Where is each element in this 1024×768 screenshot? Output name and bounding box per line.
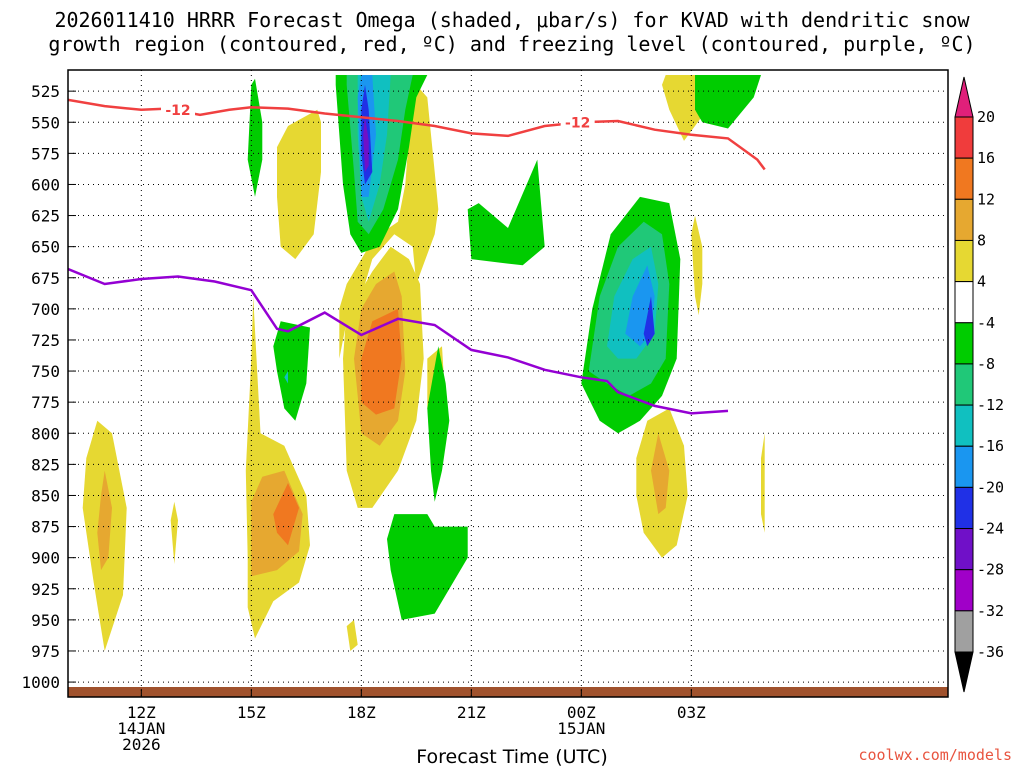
y-tick-label: 850: [31, 486, 60, 505]
contour-lines: -12 -12: [68, 98, 766, 415]
chart-title-line1: 2026011410 HRRR Forecast Omega (shaded, …: [54, 8, 970, 32]
x-tick-label: 18Z: [347, 703, 376, 722]
omega-region-35: [761, 433, 765, 533]
x-tick-label: 15Z: [237, 703, 266, 722]
y-tick-label: 975: [31, 642, 60, 661]
x-tick-label: 15JAN: [557, 719, 605, 738]
y-tick-label: 725: [31, 331, 60, 350]
chart-title-line2: growth region (contoured, red, ºC) and f…: [48, 32, 976, 56]
dgz-label-bg: [560, 113, 595, 131]
colorbar-label: 20: [977, 108, 995, 126]
y-tick-label: 950: [31, 611, 60, 630]
y-tick-label: 750: [31, 362, 60, 381]
dgz-label: -12: [565, 115, 590, 131]
x-axis-label: Forecast Time (UTC): [416, 746, 608, 768]
freezing-level-line: [68, 267, 729, 415]
colorbar-segment: [954, 116, 974, 159]
colorbar-label: 4: [977, 273, 986, 291]
colorbar-label: 8: [977, 231, 986, 249]
colorbar-segment: [954, 239, 974, 283]
colorbar-segment: [954, 198, 974, 241]
colorbar-segment: [954, 363, 974, 406]
colorbar-segment: [954, 569, 974, 612]
y-tick-label: 525: [31, 82, 60, 101]
y-tick-label: 550: [31, 113, 60, 132]
x-tick-label: 2026: [122, 735, 161, 754]
y-tick-label: 825: [31, 455, 60, 474]
y-tick-label: 900: [31, 549, 60, 568]
omega-region-26: [695, 75, 761, 129]
colorbar-label: -12: [977, 396, 1004, 414]
colorbar-label: -8: [977, 355, 995, 373]
colorbar-segment: [954, 322, 974, 365]
y-tick-label: 600: [31, 175, 60, 194]
y-tick-label: 625: [31, 207, 60, 226]
omega-region-12: [361, 308, 402, 415]
y-tick-label: 675: [31, 269, 60, 288]
colorbar-label: -28: [977, 561, 1004, 579]
colorbar-segment: [954, 528, 974, 571]
colorbar-label: -4: [977, 314, 995, 332]
gridlines: [68, 70, 948, 697]
y-axis: 525 550 575 600 625 650 675 700 725 750 775 800 825 8…: [21, 82, 76, 692]
credit-text: coolwx.com/models: [858, 746, 1012, 764]
omega-region-5: [273, 483, 299, 546]
colorbar-segment: [954, 404, 974, 447]
dgz-label: -12: [165, 103, 190, 119]
colorbar-label: 12: [977, 190, 995, 208]
colorbar-bottom-triangle: [954, 651, 974, 693]
colorbar-segment: [954, 486, 974, 530]
colorbar-label: 16: [977, 149, 995, 167]
omega-region-18: [363, 116, 369, 172]
x-tick-label: 14JAN: [117, 719, 165, 738]
y-tick-label: 775: [31, 393, 60, 412]
y-tick-label: 700: [31, 300, 60, 319]
colorbar-label: -20: [977, 478, 1004, 496]
colorbar-segment: [954, 610, 974, 653]
colorbar-label: -36: [977, 643, 1004, 661]
dgz-label-bg: [161, 100, 195, 118]
x-tick-label: 00Z: [567, 703, 596, 722]
y-tick-label: 925: [31, 580, 60, 599]
colorbar-label: -16: [977, 437, 1004, 455]
y-tick-label: 650: [31, 238, 60, 257]
omega-region-27: [691, 215, 703, 316]
omega-region-20: [284, 371, 288, 384]
ground-strip: [68, 687, 948, 697]
plot-frame: [67, 69, 949, 698]
omega-region-2: [170, 501, 178, 564]
omega-shading: [82, 75, 765, 651]
omega-region-23: [467, 159, 545, 266]
y-tick-label: 800: [31, 424, 60, 443]
colorbar-label: -32: [977, 602, 1004, 620]
colorbar-segment: [954, 281, 974, 324]
y-tick-label: 575: [31, 144, 60, 163]
omega-region-32: [643, 296, 655, 347]
x-tick-label: 03Z: [677, 703, 706, 722]
omega-region-6: [346, 619, 358, 651]
omega-region-19: [273, 321, 310, 421]
omega-region-7: [247, 78, 263, 197]
colorbar-label: -24: [977, 520, 1004, 538]
y-tick-label: 1000: [21, 673, 60, 692]
x-tick-label: 12Z: [127, 703, 156, 722]
omega-region-34: [651, 433, 670, 515]
colorbar-segment: [954, 157, 974, 200]
colorbar-top-triangle: [954, 76, 974, 118]
colorbar-segment: [954, 445, 974, 488]
omega-region-24: [387, 514, 468, 620]
omega-region-25: [662, 75, 703, 141]
x-tick-label: 21Z: [457, 703, 486, 722]
omega-region-22: [427, 346, 450, 502]
colorbar: 20 16 12 8 4 -4 -8 -12 -16 -20 -24 -28 -32 -36: [954, 76, 1004, 693]
y-tick-label: 875: [31, 518, 60, 537]
